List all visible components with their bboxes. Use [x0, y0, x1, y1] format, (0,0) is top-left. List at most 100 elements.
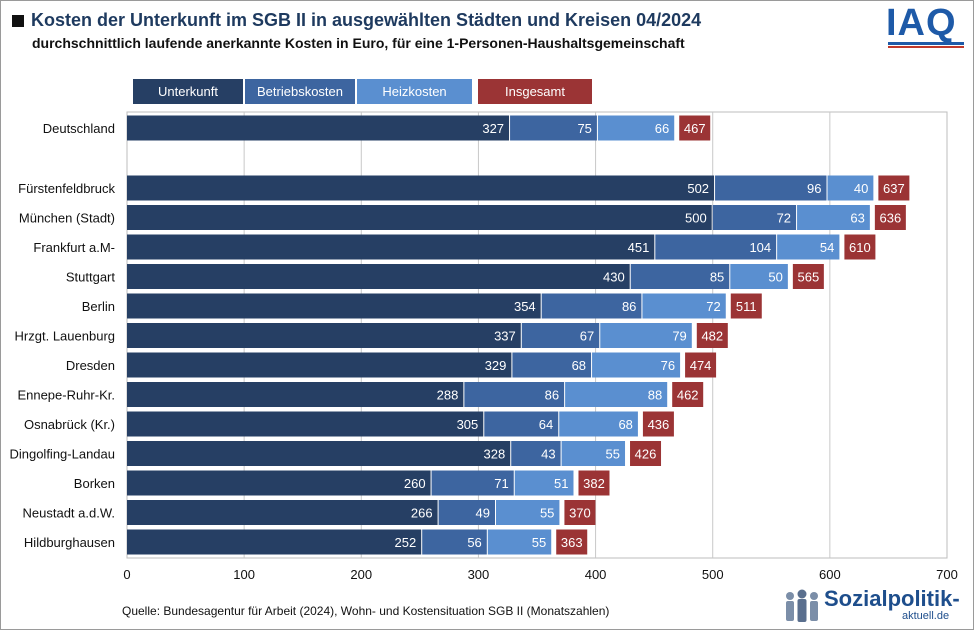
data-label: 85: [710, 270, 724, 285]
bar-betriebskosten: [438, 500, 495, 525]
total-label: 636: [880, 211, 902, 226]
total-label: 482: [701, 329, 723, 344]
data-label: 49: [476, 506, 490, 521]
data-label: 55: [540, 506, 554, 521]
bar-heizkosten: [487, 529, 552, 555]
bar-betriebskosten: [541, 293, 642, 319]
total-label: 370: [569, 506, 591, 521]
data-label: 329: [485, 358, 507, 373]
chart-title: Kosten der Unterkunft im SGB II in ausge…: [31, 10, 702, 30]
data-label: 64: [539, 417, 553, 432]
bar-total: [556, 529, 588, 555]
chart-subtitle: durchschnittlich laufende anerkannte Kos…: [32, 35, 685, 51]
bar-unterkunft: [127, 411, 484, 437]
category-label: Osnabrück (Kr.): [24, 417, 115, 432]
bar-heizkosten: [514, 470, 574, 496]
data-label: 40: [854, 181, 868, 196]
bar-unterkunft: [127, 175, 715, 201]
category-label: Frankfurt a.M-: [33, 240, 115, 255]
total-label: 637: [883, 181, 905, 196]
data-label: 502: [687, 181, 709, 196]
category-label: Fürstenfeldbruck: [18, 181, 115, 196]
bar-total: [730, 293, 762, 319]
data-label: 260: [404, 476, 426, 491]
data-label: 67: [580, 329, 594, 344]
bar-betriebskosten: [712, 205, 797, 230]
bar-betriebskosten: [521, 323, 600, 348]
bar-unterkunft: [127, 293, 541, 319]
data-label: 71: [494, 476, 508, 491]
bar-betriebskosten: [655, 234, 777, 260]
bar-total: [878, 175, 910, 201]
data-label: 76: [661, 358, 675, 373]
bar-total: [679, 115, 711, 141]
iaq-logo: IAQ: [886, 2, 966, 48]
data-label: 88: [648, 388, 662, 403]
data-label: 266: [411, 506, 433, 521]
data-label: 54: [820, 240, 834, 255]
data-label: 72: [706, 299, 720, 314]
bar-heizkosten: [642, 293, 726, 319]
bar-unterkunft: [127, 441, 511, 466]
data-label: 430: [603, 270, 625, 285]
bar-betriebskosten: [510, 115, 597, 141]
data-label: 56: [467, 535, 481, 550]
legend-item-unterkunft: Unterkunft: [133, 79, 243, 104]
total-label: 363: [561, 535, 583, 550]
data-label: 79: [672, 329, 686, 344]
bar-heizkosten: [592, 352, 681, 378]
bar-heizkosten: [600, 323, 692, 348]
category-label: Borken: [74, 476, 115, 491]
data-label: 86: [622, 299, 636, 314]
data-label: 104: [749, 240, 771, 255]
data-label: 252: [394, 535, 416, 550]
bar-unterkunft: [127, 234, 655, 260]
bar-betriebskosten: [464, 382, 565, 407]
x-tick-label: 200: [350, 567, 372, 582]
bar-total: [844, 234, 876, 260]
bar-total: [642, 411, 674, 437]
bar-total: [672, 382, 704, 407]
bar-heizkosten: [561, 441, 626, 466]
bar-betriebskosten: [431, 470, 514, 496]
category-label: Neustadt a.d.W.: [23, 506, 116, 521]
bar-heizkosten: [565, 382, 668, 407]
bar-heizkosten: [730, 264, 788, 289]
bar-unterkunft: [127, 115, 510, 141]
data-label: 66: [655, 121, 669, 136]
category-label: Berlin: [82, 299, 115, 314]
data-label: 305: [457, 417, 479, 432]
title-row: Kosten der Unterkunft im SGB II in ausge…: [12, 10, 701, 31]
bar-unterkunft: [127, 470, 431, 496]
data-label: 43: [541, 447, 555, 462]
source-note: Quelle: Bundesagentur für Arbeit (2024),…: [122, 604, 610, 618]
bar-heizkosten: [597, 115, 675, 141]
bar-betriebskosten: [512, 352, 592, 378]
badge-subtitle: aktuell.de: [902, 610, 950, 622]
total-label: 426: [635, 447, 657, 462]
data-label: 72: [777, 211, 791, 226]
bar-heizkosten: [777, 234, 840, 260]
bar-unterkunft: [127, 323, 521, 348]
bar-betriebskosten: [630, 264, 730, 289]
legend-item-heizkosten: Heizkosten: [357, 79, 472, 104]
category-label: Hildburghausen: [24, 535, 115, 550]
data-label: 75: [577, 121, 591, 136]
badge-title: Sozialpolitik-: [824, 586, 960, 611]
bar-heizkosten: [559, 411, 638, 437]
data-label: 55: [532, 535, 546, 550]
data-label: 86: [545, 388, 559, 403]
bar-total: [564, 500, 596, 525]
title-bullet-icon: [12, 15, 24, 27]
x-tick-label: 500: [702, 567, 724, 582]
bar-betriebskosten: [715, 175, 827, 201]
bar-unterkunft: [127, 352, 512, 378]
data-label: 500: [685, 211, 707, 226]
legend-item-betriebskosten: Betriebskosten: [245, 79, 355, 104]
data-label: 337: [494, 329, 516, 344]
x-tick-label: 700: [936, 567, 958, 582]
data-label: 50: [768, 270, 782, 285]
data-label: 354: [514, 299, 536, 314]
data-label: 328: [484, 447, 506, 462]
people-icon: [786, 589, 818, 622]
